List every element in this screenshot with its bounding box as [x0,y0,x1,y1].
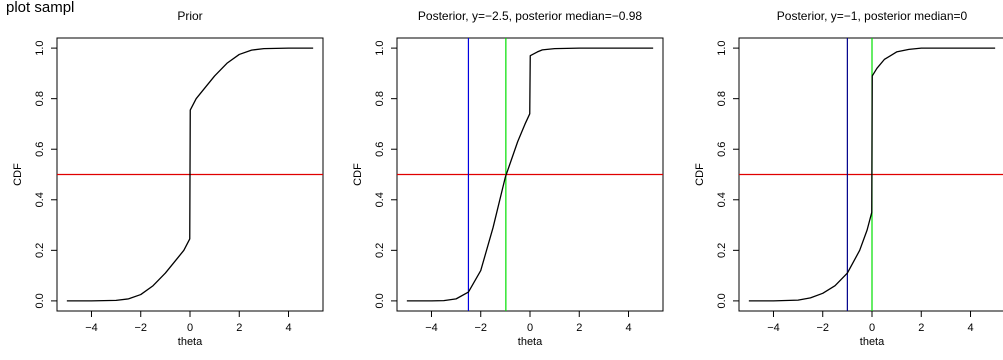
y-tick-label: 0.8 [374,91,386,106]
y-axis-label: CDF [12,163,24,186]
chart-title: Posterior, y=−2.5, posterior median=−0.9… [418,9,642,23]
x-tick-label: −2 [816,322,829,334]
plot-area [397,38,663,311]
x-tick-label: −2 [474,322,487,334]
chart-title: Prior [177,9,202,23]
y-tick-label: 0.0 [716,293,728,308]
y-tick-label: 0.2 [716,243,728,258]
y-tick-label: 0.0 [374,293,386,308]
y-tick-label: 0.6 [34,142,46,157]
y-tick-label: 0.4 [716,192,728,207]
y-tick-label: 1.0 [34,40,46,55]
plot-area [57,47,323,302]
x-tick-label: 4 [967,322,973,334]
plot-area [739,38,1003,311]
y-tick-label: 0.4 [374,192,386,207]
y-tick-label: 0.6 [716,142,728,157]
cdf-curve [406,47,654,302]
y-tick-label: 0.2 [34,243,46,258]
x-tick-label: −2 [134,322,147,334]
y-tick-label: 1.0 [716,40,728,55]
figure-suptitle: plot sampl [6,0,74,16]
y-tick-label: 0.0 [34,293,46,308]
x-tick-label: −4 [85,322,98,334]
chart-panel-1: Prior −4 −2 0 2 4 theta 0.0 0.2 0.4 0.6 0.8 1.0 CDF [12,9,324,348]
y-tick-label: 0.6 [374,142,386,157]
x-tick-label: 4 [285,322,291,334]
x-tick-label: 2 [576,322,582,334]
x-tick-label: 2 [918,322,924,334]
y-tick-label: 0.8 [716,91,728,106]
chart-panel-2: Posterior, y=−2.5, posterior median=−0.9… [352,9,664,348]
chart-title: Posterior, y=−1, posterior median=0 [777,9,968,23]
y-axis-label: CDF [694,163,706,186]
y-tick-label: 1.0 [374,40,386,55]
cdf-curve [748,47,996,302]
chart-panel-3: Posterior, y=−1, posterior median=0 −4 −2 0… [694,9,1003,348]
x-axis-label: theta [518,336,543,348]
x-axis-label: theta [178,336,203,348]
x-tick-label: 0 [869,322,875,334]
x-tick-label: 0 [187,322,193,334]
y-tick-label: 0.4 [34,192,46,207]
y-axis-label: CDF [352,163,364,186]
x-tick-label: −4 [767,322,780,334]
x-tick-label: 2 [236,322,242,334]
x-tick-label: −4 [425,322,438,334]
x-tick-label: 4 [625,322,631,334]
x-tick-label: 0 [527,322,533,334]
y-tick-label: 0.8 [34,91,46,106]
x-axis-label: theta [860,336,885,348]
cdf-curve [66,47,314,302]
y-tick-label: 0.2 [374,243,386,258]
